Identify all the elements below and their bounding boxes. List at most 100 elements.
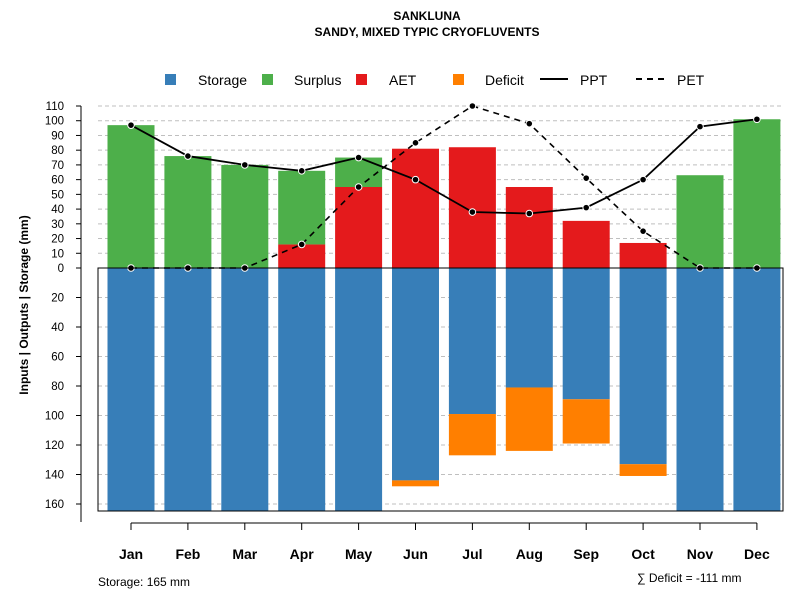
storage-bar-aug <box>505 268 553 388</box>
y-tick-label: 100 <box>45 116 64 128</box>
legend-storage-label: Storage <box>198 72 247 88</box>
x-tick-label-apr: Apr <box>290 546 315 562</box>
deficit-bar-jun <box>392 480 439 487</box>
ppt-point-mar <box>241 161 249 169</box>
ppt-point-aug <box>525 209 534 218</box>
chart-subtitle: SANDY, MIXED TYPIC CRYOFLUVENTS <box>315 25 540 39</box>
y-tick-label: 40 <box>51 204 64 216</box>
deficit-bar-jul <box>448 414 496 456</box>
y-tick-label: 0 <box>58 263 64 275</box>
surplus-bar-nov <box>676 175 724 268</box>
x-tick-label-mar: Mar <box>232 546 257 562</box>
x-tick-label-nov: Nov <box>687 546 714 562</box>
x-tick-label-feb: Feb <box>175 546 200 562</box>
x-tick-label-aug: Aug <box>516 546 543 562</box>
storage-bar-feb <box>164 268 212 512</box>
legend-aet-label: AET <box>389 72 417 88</box>
y-tick-label: 20 <box>51 234 64 246</box>
deficit-bar-sep <box>562 399 610 444</box>
x-tick-label-jan: Jan <box>119 546 143 562</box>
ppt-point-sep <box>582 203 591 212</box>
storage-bar-jan <box>107 268 155 512</box>
surplus-bar-jan <box>107 125 155 269</box>
storage-bar-dec <box>733 268 781 512</box>
storage-bar-may <box>335 268 383 512</box>
x-tick-label-may: May <box>345 546 372 562</box>
storage-bar-jun <box>392 268 439 481</box>
storage-bar-apr <box>278 268 326 512</box>
legend-deficit-swatch <box>453 74 464 85</box>
legend-deficit-label: Deficit <box>485 72 524 88</box>
legend-storage-swatch <box>165 74 176 85</box>
y-axis-label: Inputs | Outputs | Storage (mm) <box>17 215 31 394</box>
plot-frame <box>97 267 784 512</box>
legend-aet-swatch <box>356 74 367 85</box>
legend-surplus-swatch <box>262 74 273 85</box>
aet-bar-jun <box>392 148 439 268</box>
axes: 0 10 20 30 40 50 60 70 80 90 100 110 20 40 60 80 100 120 1… <box>45 101 770 562</box>
surplus-bar-may <box>335 157 383 187</box>
ppt-point-apr <box>297 167 306 175</box>
pet-point-apr <box>297 240 306 249</box>
y-tick-label: 140 <box>45 470 64 482</box>
pet-point-oct <box>639 227 647 235</box>
y-tick-label: 120 <box>45 440 64 452</box>
aet-bar-aug <box>505 187 553 268</box>
x-tick-label-jun: Jun <box>403 546 428 562</box>
ppt-point-feb <box>184 152 192 160</box>
y-tick-label: 90 <box>51 130 64 142</box>
surplus-bar-dec <box>733 119 781 268</box>
y-tick-label: 160 <box>45 499 64 511</box>
y-tick-label: 40 <box>51 322 64 334</box>
y-tick-label: 60 <box>51 175 64 187</box>
aet-bar-may <box>335 187 383 268</box>
y-tick-label: 50 <box>51 189 64 201</box>
aet-bar-sep <box>562 220 610 268</box>
aet-bar-oct <box>619 242 667 268</box>
ppt-point-may <box>354 153 363 162</box>
ppt-point-jan <box>127 121 135 129</box>
chart-title: SANKLUNA <box>393 9 461 23</box>
x-tick-label-dec: Dec <box>744 546 770 562</box>
deficit-bar-oct <box>619 464 667 476</box>
legend-surplus-label: Surplus <box>294 72 341 88</box>
storage-bar-jul <box>448 268 496 415</box>
ppt-line <box>130 118 758 215</box>
ppt-point-nov <box>696 122 704 131</box>
storage-bar-oct <box>619 268 667 465</box>
pet-point-may <box>354 183 363 191</box>
surplus-bar-feb <box>164 156 212 268</box>
pet-point-jul <box>468 102 477 110</box>
surplus-bar-mar <box>221 164 269 268</box>
pet-point-aug <box>525 119 534 128</box>
storage-bar-mar <box>221 268 269 512</box>
y-tick-label: 30 <box>51 219 64 231</box>
x-tick-label-sep: Sep <box>573 546 599 562</box>
y-tick-label: 60 <box>51 352 64 364</box>
pet-point-jun <box>411 139 420 147</box>
legend-ppt-label: PPT <box>580 72 608 88</box>
y-tick-label: 80 <box>51 145 64 157</box>
y-tick-label: 10 <box>51 248 64 260</box>
storage-note: Storage: 165 mm <box>98 575 190 589</box>
ppt-point-jul <box>468 208 477 216</box>
gridlines <box>98 105 783 505</box>
deficit-note: ∑ Deficit = -111 mm <box>637 571 741 585</box>
legend: Storage Surplus AET Deficit PPT PET <box>165 72 705 88</box>
storage-bar-sep <box>562 268 610 400</box>
x-tick-label-jul: Jul <box>462 546 482 562</box>
aet-bar-jul <box>448 147 496 268</box>
ppt-point-jun <box>411 175 420 184</box>
surplus-bar-apr <box>278 170 326 245</box>
y-tick-label: 80 <box>51 381 64 393</box>
storage-bar-nov <box>676 268 724 512</box>
y-tick-label: 110 <box>46 101 64 113</box>
x-tick-label-oct: Oct <box>631 546 655 562</box>
bars <box>107 119 781 512</box>
aet-bar-apr <box>278 244 326 268</box>
deficit-bar-aug <box>505 387 553 451</box>
legend-pet-label: PET <box>677 72 705 88</box>
y-tick-label: 20 <box>51 293 64 305</box>
pet-point-sep <box>582 174 591 182</box>
